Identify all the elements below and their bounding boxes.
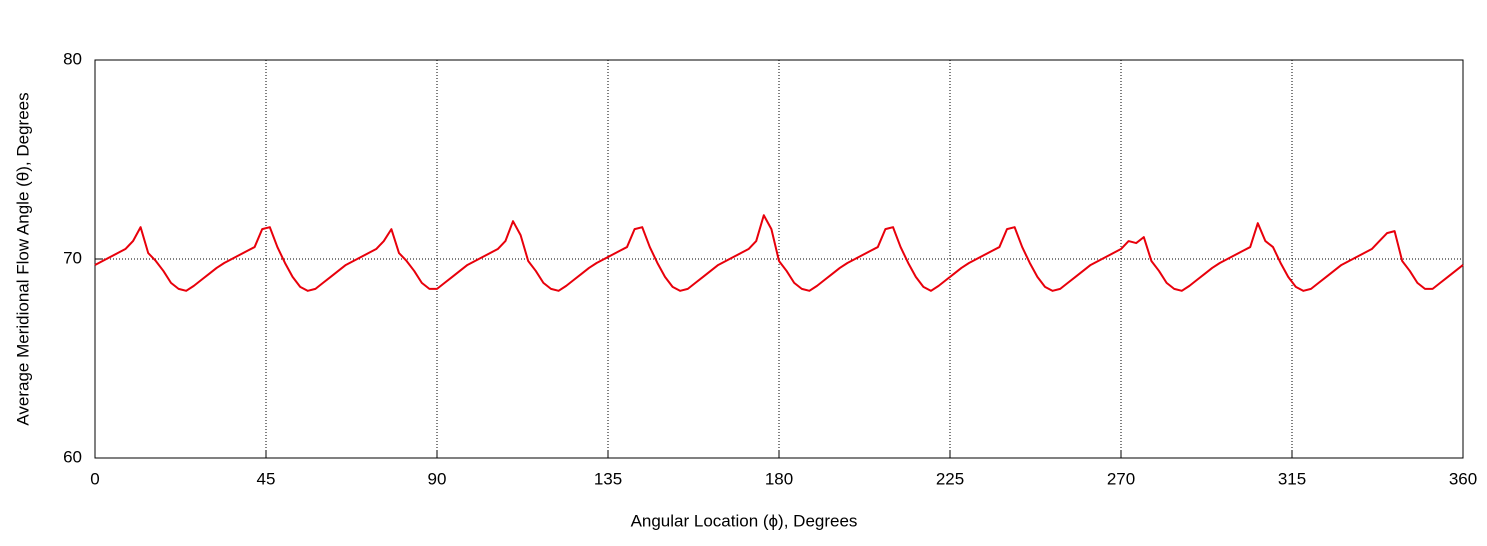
x-tick-label: 45 [257,469,276,488]
x-axis-label: Angular Location (ϕ), Degrees [631,511,858,530]
data-line [94,214,1464,292]
y-tick-label: 80 [63,49,82,68]
x-tick-label: 270 [1107,469,1135,488]
y-tick-label: 70 [63,248,82,267]
x-tick-label: 225 [936,469,964,488]
x-tick-label: 315 [1278,469,1306,488]
x-tick-label: 180 [765,469,793,488]
x-tick-label: 360 [1449,469,1477,488]
x-tick-label: 90 [428,469,447,488]
y-axis-label: Average Meridional Flow Angle (θ), Degre… [13,92,32,425]
x-tick-label: 0 [90,469,99,488]
x-tick-label: 135 [594,469,622,488]
y-tick-label: 60 [63,447,82,466]
